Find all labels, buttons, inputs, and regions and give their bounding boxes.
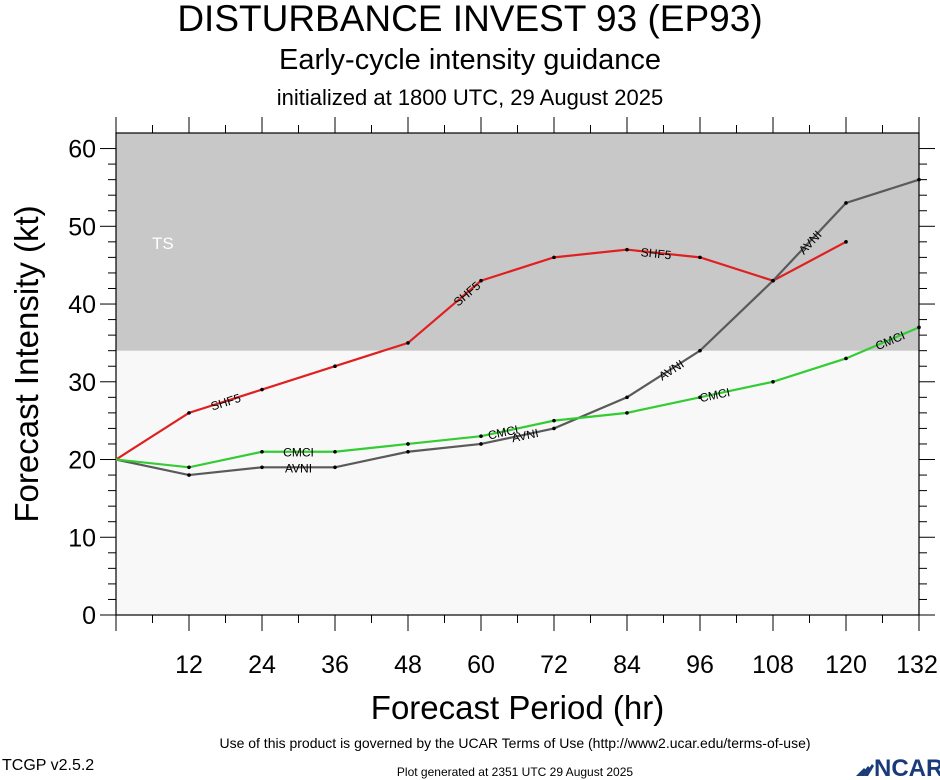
- series-label-text: CMCI: [283, 446, 314, 460]
- data-point: [552, 255, 556, 260]
- series-label-cmci: CMCI: [698, 385, 731, 405]
- data-point: [479, 434, 483, 438]
- ts-band-label: TS: [152, 234, 174, 253]
- x-tick-label: 96: [686, 651, 714, 679]
- data-point: [771, 278, 775, 283]
- x-tick-label: 60: [467, 651, 495, 679]
- series-label-cmci: CMCI: [283, 446, 314, 460]
- series-label-text: CMCI: [487, 422, 520, 442]
- data-point: [260, 387, 264, 392]
- y-axis-title: Forecast Intensity (kt): [8, 205, 45, 522]
- x-tick-label: 84: [613, 651, 641, 679]
- data-point: [625, 395, 629, 400]
- data-point: [844, 356, 848, 361]
- data-point: [698, 255, 702, 260]
- x-tick-label: 120: [825, 651, 867, 679]
- version-label: TCGP v2.5.2: [2, 757, 95, 774]
- data-point: [844, 201, 848, 205]
- ts-band: [116, 133, 919, 351]
- init-time: initialized at 1800 UTC, 29 August 2025: [276, 85, 664, 110]
- ncar-logo: NCAR: [856, 755, 940, 780]
- x-axis-title: Forecast Period (hr): [371, 689, 664, 726]
- data-point: [479, 278, 483, 283]
- y-tick-label: 0: [82, 602, 96, 630]
- data-point: [698, 395, 702, 400]
- data-point: [552, 418, 556, 423]
- series-label-avni: AVNI: [285, 461, 312, 475]
- data-point: [406, 442, 410, 446]
- x-tick-label: 36: [321, 651, 349, 679]
- data-point: [260, 449, 264, 454]
- data-point: [260, 465, 264, 470]
- data-point: [698, 348, 702, 353]
- data-point: [333, 449, 337, 454]
- y-tick-label: 60: [68, 136, 96, 164]
- chart-title: DISTURBANCE INVEST 93 (EP93): [177, 0, 763, 39]
- data-point: [844, 240, 848, 244]
- data-point: [187, 473, 191, 477]
- data-point: [479, 442, 483, 446]
- y-tick-label: 40: [68, 291, 96, 319]
- data-point: [187, 465, 191, 470]
- data-point: [552, 426, 556, 431]
- x-tick-label: 108: [752, 651, 794, 679]
- data-point: [187, 411, 191, 415]
- data-point: [917, 325, 921, 330]
- series-label-shf5: SHF5: [640, 245, 672, 262]
- terms-of-use: Use of this product is governed by the U…: [219, 735, 811, 751]
- y-tick-label: 50: [68, 213, 96, 241]
- series-label-cmci: CMCI: [487, 422, 520, 442]
- data-point: [406, 341, 410, 345]
- series-label-text: SHF5: [640, 245, 672, 262]
- series-label-text: CMCI: [698, 385, 731, 405]
- data-point: [625, 247, 629, 252]
- data-point: [406, 449, 410, 454]
- chart-subtitle: Early-cycle intensity guidance: [278, 44, 661, 76]
- x-tick-label: 24: [248, 651, 276, 679]
- y-tick-label: 30: [68, 369, 96, 397]
- series-line: [115, 326, 920, 469]
- generated-time: Plot generated at 2351 UTC 29 August 202…: [396, 765, 634, 779]
- x-tick-label: 132: [896, 651, 938, 679]
- series-label-text: AVNI: [285, 461, 312, 475]
- data-point: [333, 364, 337, 369]
- x-tick-label: 48: [394, 651, 422, 679]
- data-point: [625, 411, 629, 415]
- logo-text: NCAR: [874, 755, 940, 780]
- y-tick-label: 10: [68, 524, 96, 552]
- series-label-avni: AVNI: [510, 426, 539, 445]
- x-tick-label: 12: [175, 651, 203, 679]
- intensity-chart: TS 0 10 20 30 40 50 60 12 24 36 48 60 72 84 96 108 120 132…: [8, 117, 938, 726]
- series-line: [115, 178, 920, 477]
- data-point: [333, 465, 337, 470]
- series-label-text: AVNI: [510, 426, 539, 445]
- y-tick-label: 20: [68, 447, 96, 475]
- data-point: [917, 177, 921, 182]
- x-tick-label: 72: [540, 651, 568, 679]
- data-point: [771, 379, 775, 384]
